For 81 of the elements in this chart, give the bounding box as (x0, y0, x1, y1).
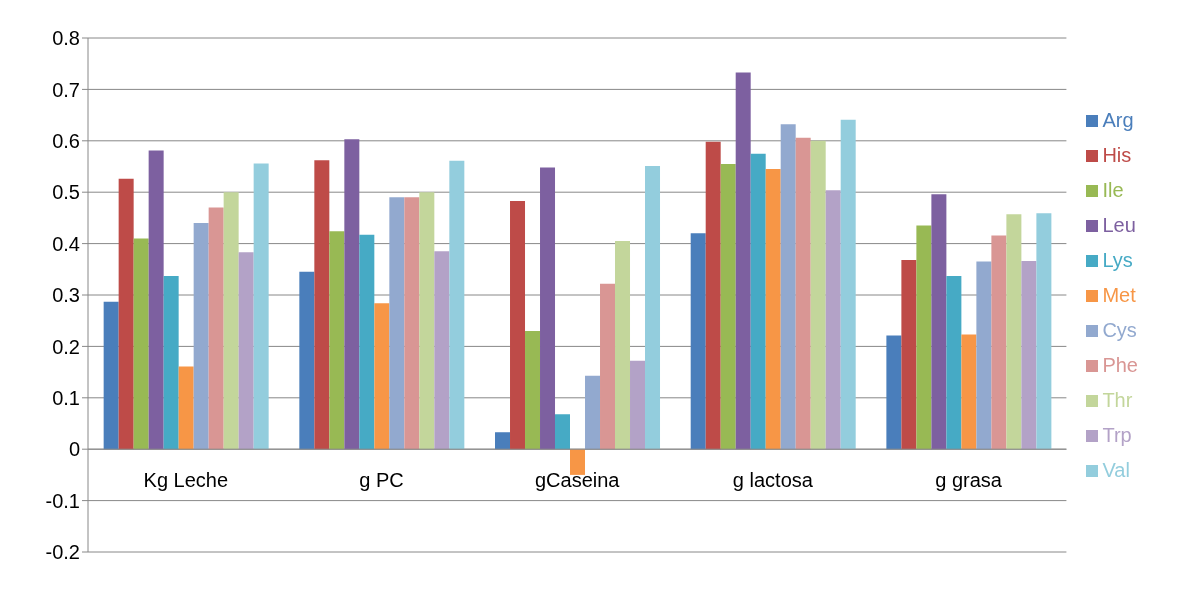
bar (163, 275, 179, 450)
bar (615, 241, 631, 450)
y-tick-label: 0.7 (52, 78, 80, 101)
bar (178, 366, 194, 450)
bar (434, 251, 450, 450)
bar (991, 235, 1007, 450)
y-tick-label: 0.1 (52, 386, 80, 409)
bar (374, 303, 390, 450)
bar (1021, 261, 1037, 450)
x-tick-label: Kg Leche (143, 469, 229, 492)
x-tick-label: g grasa (935, 469, 1003, 492)
bar (148, 150, 164, 450)
legend-label: Thr (1102, 388, 1133, 411)
bar (705, 141, 721, 450)
legend-label: Leu (1102, 213, 1136, 236)
bar (630, 360, 646, 450)
bar (329, 231, 345, 450)
bar (600, 283, 616, 450)
legend-label: His (1102, 143, 1132, 166)
bar (825, 190, 841, 450)
bar (795, 137, 811, 450)
legend-label: Val (1102, 458, 1130, 481)
bar (555, 414, 571, 450)
bar (720, 163, 736, 450)
bar (510, 200, 526, 450)
bar (946, 275, 962, 450)
bar (495, 432, 511, 450)
y-tick-label: 0 (68, 438, 80, 461)
x-tick-label: gCaseina (534, 469, 621, 492)
bar (389, 197, 405, 450)
y-tick-label: -0.2 (45, 541, 80, 564)
y-tick-label: 0.5 (52, 181, 80, 204)
bar (238, 252, 254, 450)
bar (449, 160, 465, 450)
y-tick-label: 0.6 (52, 129, 80, 152)
bar (314, 160, 330, 450)
bar (810, 140, 826, 450)
y-tick-label: 0.2 (52, 335, 80, 358)
bar (359, 234, 375, 450)
bar (540, 167, 556, 450)
bar (118, 178, 134, 450)
bar (901, 260, 917, 450)
bar (886, 335, 902, 450)
bar (750, 153, 766, 450)
y-tick-label: 0.3 (52, 284, 80, 307)
bar (344, 139, 360, 450)
bar (103, 301, 119, 450)
legend-label: Lys (1102, 248, 1133, 271)
y-tick-label: -0.1 (45, 489, 80, 512)
bar (419, 192, 435, 450)
bar (404, 197, 420, 450)
bar (840, 119, 856, 450)
bar (193, 223, 209, 450)
y-tick-label: 0.8 (52, 27, 80, 50)
bar (735, 72, 751, 450)
bar (916, 225, 932, 450)
bar (299, 271, 315, 450)
bar (976, 261, 992, 450)
bar (1006, 214, 1022, 450)
bar (133, 238, 149, 450)
legend-label: Met (1102, 283, 1136, 306)
bar (780, 124, 796, 450)
bar (961, 334, 977, 450)
y-tick-label: 0.4 (52, 232, 80, 255)
bar (645, 165, 661, 450)
bar (253, 163, 269, 450)
bar (765, 169, 781, 450)
legend-label: Phe (1102, 353, 1138, 376)
bar (585, 375, 601, 450)
bar (690, 233, 706, 450)
legend-label: Cys (1102, 318, 1137, 341)
bar (525, 330, 541, 450)
x-tick-label: g lactosa (732, 469, 814, 492)
legend-label: Arg (1102, 108, 1134, 131)
bar (223, 192, 239, 450)
bar (1036, 213, 1052, 450)
legend-label: Ile (1102, 178, 1124, 201)
legend-label: Trp (1102, 423, 1132, 446)
x-tick-label: g PC (359, 469, 404, 492)
bar (208, 207, 224, 450)
bar (931, 194, 947, 450)
